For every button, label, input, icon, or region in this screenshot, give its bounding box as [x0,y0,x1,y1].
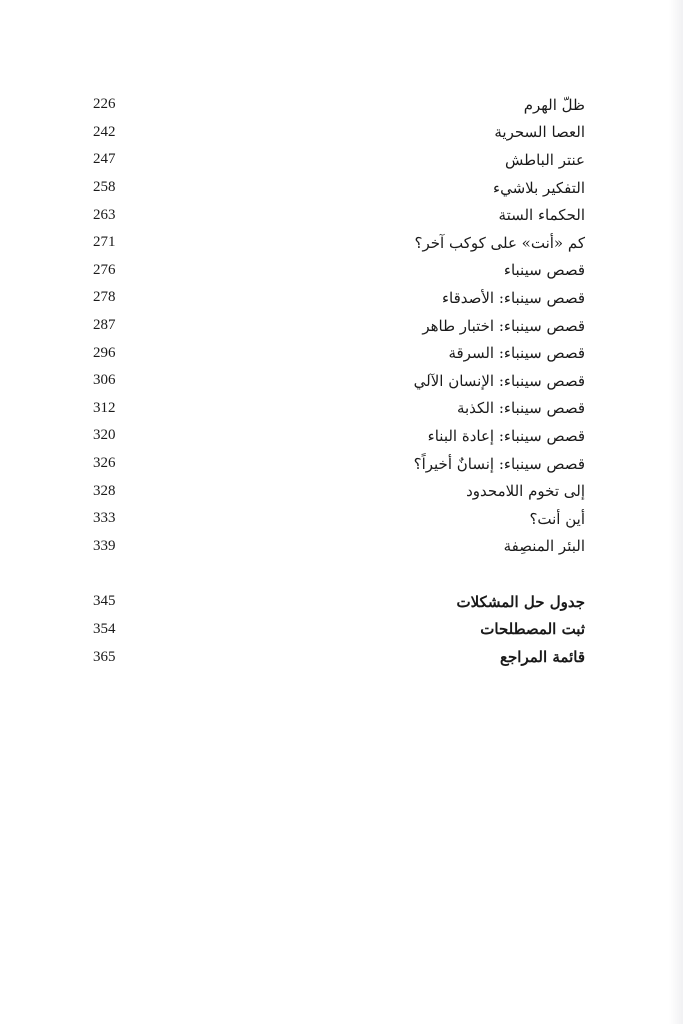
entry-title: قصص سينباء: إعادة البناء [427,426,585,445]
page-number: 226 [93,96,116,113]
page-number: 339 [93,537,116,554]
page-number: 306 [93,372,116,389]
toc-entry: 287 قصص سينباء: اختبار طاهر [93,312,585,340]
entry-title: قصص سينباء: الأصدقاء [441,288,585,307]
page-number: 345 [93,593,116,610]
toc-entry: 226 ظلّ الهرم [93,91,585,119]
page-number: 354 [93,620,116,637]
toc-entry: 320 قصص سينباء: إعادة البناء [93,422,585,450]
toc-entry: 247 عنتر الباطش [93,146,585,174]
entry-title: قصص سينباء: الإنسان الآلي [413,371,585,390]
toc-entry: 271 كم «أنت» على كوكب آخر؟ [93,229,585,257]
page-number: 278 [93,289,116,306]
toc-entry: 333 أين أنت؟ [93,505,585,533]
entry-title: قصص سينباء [503,261,585,280]
table-of-contents: 226 ظلّ الهرم 242 العصا السحرية 247 عنتر البا… [93,91,585,671]
toc-entry: 345 جدول حل المشكلات [93,588,585,616]
toc-entry: 278 قصص سينباء: الأصدقاء [93,284,585,312]
entry-title: جدول حل المشكلات [456,592,585,611]
page-number: 276 [93,261,116,278]
entry-title: كم «أنت» على كوكب آخر؟ [414,233,585,252]
page-number: 287 [93,317,116,334]
page-number: 247 [93,151,116,168]
toc-entry: 263 الحكماء الستة [93,201,585,229]
page-number: 333 [93,510,116,527]
page-number: 365 [93,648,116,665]
page-number: 296 [93,344,116,361]
toc-entry: 306 قصص سينباء: الإنسان الآلي [93,367,585,395]
entry-title: قصص سينباء: اختبار طاهر [422,316,585,335]
page-number: 242 [93,123,116,140]
entry-title: قصص سينباء: إنسانٌ أخيراً؟ [413,454,585,473]
entry-title: قصص سينباء: الكذبة [456,399,585,418]
toc-entry: 242 العصا السحرية [93,119,585,147]
entry-title: أين أنت؟ [529,509,585,528]
entry-title: الحكماء الستة [498,206,585,225]
toc-entry: 296 قصص سينباء: السرقة [93,339,585,367]
toc-entry: 328 إلى تخوم اللامحدود [93,477,585,505]
page-number: 271 [93,234,116,251]
entry-title: ثبت المصطلحات [480,620,585,639]
toc-entry: 354 ثبت المصطلحات [93,616,585,644]
entry-title: التفكير بلاشيء [493,178,585,197]
entry-title: قائمة المراجع [500,648,585,667]
toc-entry: 326 قصص سينباء: إنسانٌ أخيراً؟ [93,450,585,478]
toc-entry: 339 البئر المنصِفة [93,533,585,561]
entry-title: العصا السحرية [494,123,585,142]
page-number: 263 [93,206,116,223]
entry-title: عنتر الباطش [505,150,585,169]
page-number: 320 [93,427,116,444]
toc-entry: 276 قصص سينباء [93,257,585,285]
entry-title: قصص سينباء: السرقة [448,344,585,363]
page-number: 258 [93,179,116,196]
toc-entry: 312 قصص سينباء: الكذبة [93,395,585,423]
section-gap [93,560,585,588]
page-number: 328 [93,482,116,499]
toc-entry: 258 التفكير بلاشيء [93,174,585,202]
page-number: 326 [93,455,116,472]
entry-title: إلى تخوم اللامحدود [466,482,585,501]
entry-title: ظلّ الهرم [523,95,585,114]
toc-entry: 365 قائمة المراجع [93,643,585,671]
page-edge [669,0,683,1024]
entry-title: البئر المنصِفة [503,537,585,556]
page-number: 312 [93,399,116,416]
